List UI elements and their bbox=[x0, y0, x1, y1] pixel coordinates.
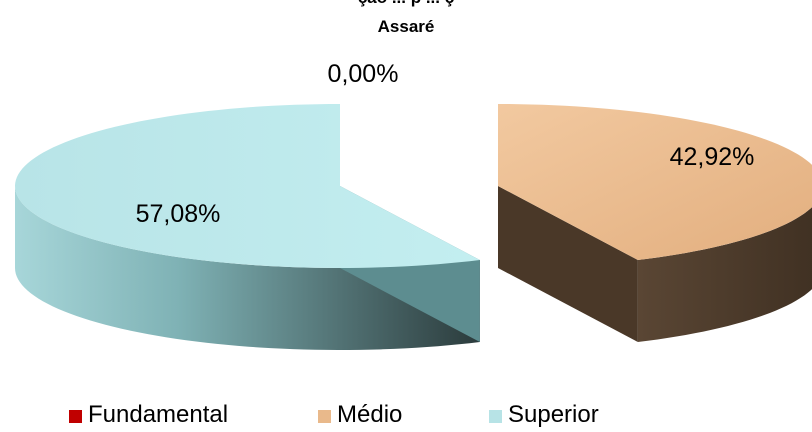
pie-slice-medio bbox=[498, 104, 812, 343]
legend-swatch-superior bbox=[489, 409, 502, 423]
legend-item-fundamental: Fundamental bbox=[69, 398, 228, 432]
legend-item-medio: Médio bbox=[318, 398, 402, 432]
pie-slice-side-superior bbox=[15, 186, 480, 350]
legend-label-fundamental: Fundamental bbox=[88, 401, 229, 428]
chart-title-line2: Assaré bbox=[377, 17, 435, 36]
data-label-superior: 57,08% bbox=[136, 200, 221, 228]
pie-slice-superior bbox=[15, 104, 480, 350]
legend-label-superior: Superior bbox=[508, 401, 599, 428]
chart-title: ção ... p ... ç Assaré bbox=[0, 0, 812, 40]
legend-swatch-fundamental bbox=[69, 409, 82, 423]
pie-slice-face-medio-1 bbox=[498, 186, 638, 343]
legend-label-medio: Médio bbox=[337, 401, 403, 428]
pie-slice-top-medio bbox=[498, 104, 812, 261]
pie-plot-area: 0,00% 42,92% 57,08% bbox=[15, 60, 812, 350]
chart-legend: Fundamental Médio Superior bbox=[0, 398, 812, 432]
legend-swatch-medio bbox=[318, 409, 331, 423]
pie-slice-side-medio bbox=[637, 207, 812, 343]
data-label-medio: 42,92% bbox=[670, 143, 755, 171]
chart-title-line1: ção ... p ... ç bbox=[0, 0, 812, 8]
pie-slice-top-superior bbox=[15, 104, 480, 268]
data-label-fundamental: 0,00% bbox=[328, 60, 399, 88]
legend-item-superior: Superior bbox=[489, 398, 599, 432]
